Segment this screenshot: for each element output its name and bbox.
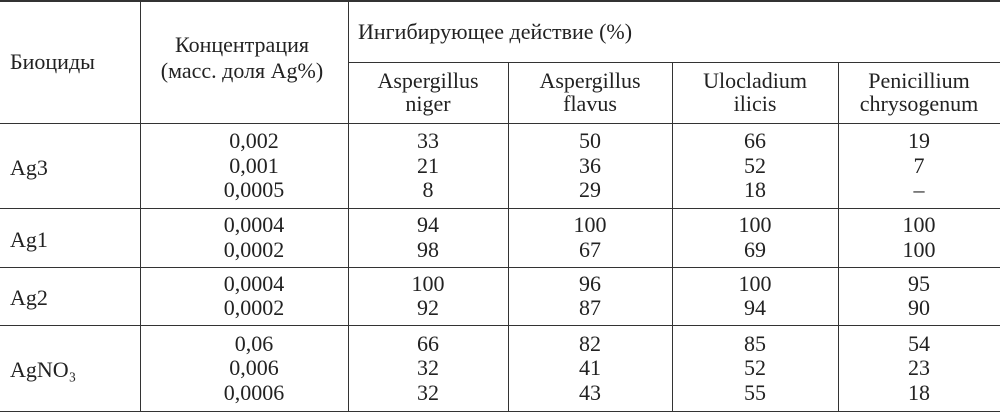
value-cell: 66 [417, 330, 439, 356]
header-cell: flavus [563, 91, 617, 116]
header-cell: Aspergillus [377, 68, 479, 93]
concentration: 0,0002 [223, 295, 285, 321]
value-cell: 69 [744, 236, 766, 262]
header-cell: Ulocladium [703, 68, 807, 93]
header-cell: niger [405, 91, 451, 116]
value-cell: 82 [579, 330, 601, 356]
value-cell: 90 [908, 295, 930, 321]
value-cell: 41 [579, 355, 601, 380]
concentration: 0,0005 [223, 177, 285, 202]
value-cell: 18 [744, 177, 766, 202]
value-cell: 92 [417, 295, 439, 321]
value-cell: 7 [913, 152, 925, 178]
value-cell: 94 [744, 295, 766, 321]
value-cell: 33 [417, 128, 439, 153]
concentration: 0,002 [229, 128, 279, 153]
value-cell: 100 [902, 236, 936, 262]
value-cell: 29 [579, 177, 601, 202]
value-cell: 8 [422, 177, 434, 202]
rule [0, 208, 1000, 209]
value-cell: 87 [579, 295, 601, 321]
rule [0, 325, 1000, 326]
biocide-name: Ag3 [10, 154, 48, 180]
value-cell: 94 [417, 212, 439, 238]
value-cell: 96 [579, 270, 601, 296]
header-cell: Концентрация [175, 32, 309, 57]
rule [348, 62, 1000, 63]
value-cell: 67 [579, 236, 601, 262]
header-cell: Ингибирующее действие (%) [358, 19, 633, 44]
header-cell: Penicillium [868, 68, 970, 93]
value-cell: 21 [417, 152, 439, 178]
value-cell: 18 [908, 379, 930, 405]
value-cell: 36 [579, 152, 601, 178]
concentration: 0,0002 [223, 236, 285, 262]
rule [0, 0, 1000, 2]
value-cell: 66 [744, 128, 766, 153]
rule [508, 62, 509, 411]
value-cell: 100 [902, 212, 936, 238]
value-cell: 55 [744, 379, 766, 405]
rule [348, 0, 349, 411]
value-cell: 50 [579, 128, 601, 153]
value-cell: 52 [744, 355, 766, 380]
rule [0, 123, 1000, 124]
concentration: 0,0004 [223, 212, 285, 238]
value-cell: 32 [417, 355, 439, 380]
rule [0, 267, 1000, 268]
value-cell: 54 [908, 330, 930, 356]
value-cell: 85 [744, 330, 766, 356]
value-cell: 100 [738, 212, 772, 238]
value-cell: 100 [738, 270, 772, 296]
value-cell: 98 [417, 236, 439, 262]
concentration: 0,001 [229, 152, 279, 178]
header-cell: Aspergillus [539, 68, 641, 93]
value-cell: 100 [411, 270, 445, 296]
header-cell: ilicis [733, 91, 777, 116]
value-cell: 23 [908, 355, 930, 380]
rule [838, 62, 839, 411]
rule [140, 0, 141, 411]
header-cell: Биоциды [10, 49, 95, 74]
concentration: 0,0006 [223, 379, 285, 405]
value-cell: – [913, 177, 925, 202]
concentration: 0,006 [229, 355, 279, 380]
value-cell: 52 [744, 152, 766, 178]
header-cell: chrysogenum [859, 91, 979, 116]
concentration: 0,06 [234, 330, 274, 356]
rule [0, 411, 1000, 412]
biocide-name: Ag1 [10, 226, 48, 252]
value-cell: 32 [417, 379, 439, 405]
header-cell: (масс. доля Ag%) [160, 58, 324, 83]
value-cell: 43 [579, 379, 601, 405]
rule [672, 62, 673, 411]
concentration: 0,0004 [223, 270, 285, 296]
value-cell: 100 [573, 212, 607, 238]
biocide-name: Ag2 [10, 285, 48, 310]
biocide-name: AgNO₃ [10, 357, 77, 382]
value-cell: 19 [908, 128, 930, 153]
value-cell: 95 [908, 270, 930, 296]
